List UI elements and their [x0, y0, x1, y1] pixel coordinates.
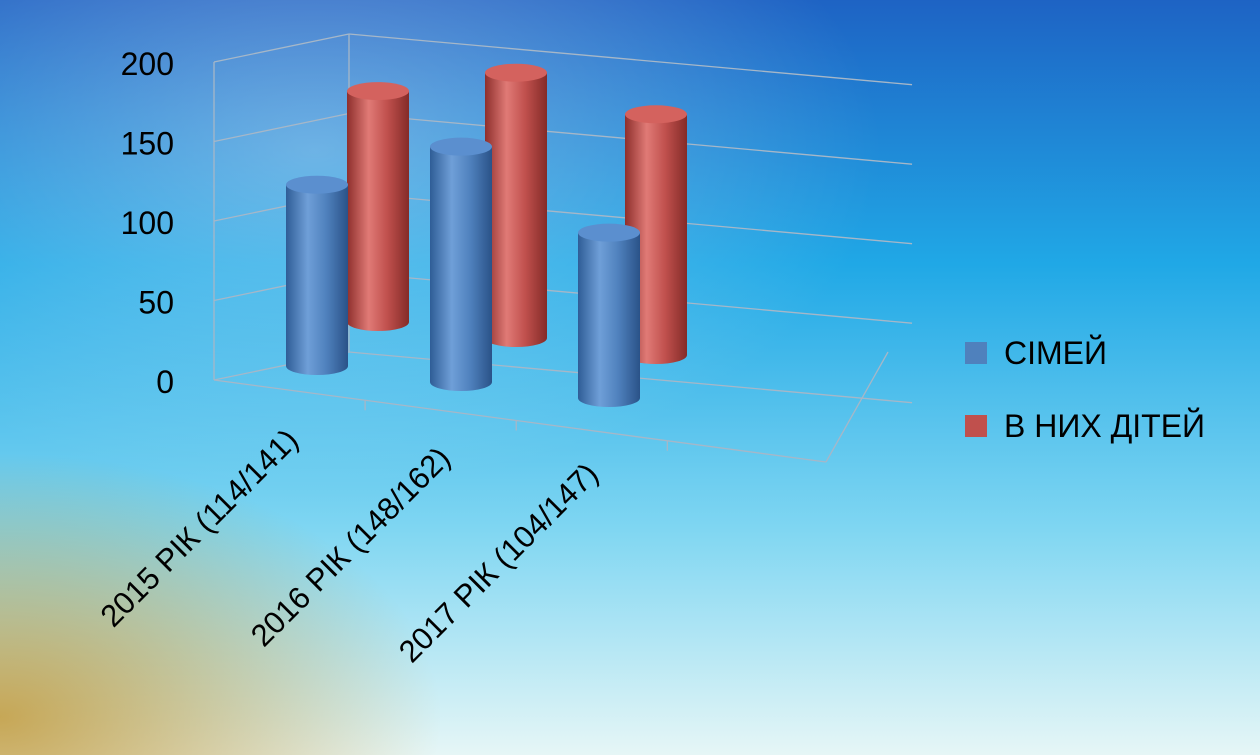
chart-legend: СІМЕЙ В НИХ ДІТЕЙ [965, 335, 1205, 444]
legend-label-1: В НИХ ДІТЕЙ [1004, 408, 1205, 444]
bar-top [485, 63, 547, 82]
bar-top [578, 223, 640, 242]
legend-swatch-1 [965, 415, 987, 437]
bar-s0-c1 [430, 137, 492, 391]
bar-s0-c2 [578, 223, 640, 407]
y-tick-label: 150 [121, 126, 174, 162]
bar-s0-c0 [286, 175, 348, 375]
bar-body [347, 91, 409, 332]
bar-s1-c0 [347, 82, 409, 332]
bar-body [485, 72, 547, 347]
bar-body [430, 146, 492, 391]
floor-right-edge [825, 351, 889, 463]
bar-top [625, 105, 687, 124]
x-axis-line [213, 379, 827, 463]
bar-body [286, 184, 348, 375]
y-axis-labels: 0 50 100 150 200 [121, 46, 174, 400]
y-tick-label: 0 [156, 364, 174, 400]
y-tick-label: 50 [138, 285, 174, 321]
bar-top [347, 82, 409, 101]
y-tick-label: 100 [121, 205, 174, 241]
bar-body [578, 232, 640, 407]
back-gridline [348, 33, 913, 86]
chart-bars [286, 63, 687, 407]
side-gridline [213, 33, 350, 63]
legend-label-0: СІМЕЙ [1004, 335, 1107, 371]
bar-top [430, 137, 492, 156]
bar-body [625, 114, 687, 364]
bar-s1-c1 [485, 63, 547, 347]
bar-s1-c2 [625, 105, 687, 364]
legend-swatch-0 [965, 342, 987, 364]
bar-top [286, 175, 348, 194]
side-gridline [213, 112, 350, 143]
y-tick-label: 200 [121, 46, 174, 82]
